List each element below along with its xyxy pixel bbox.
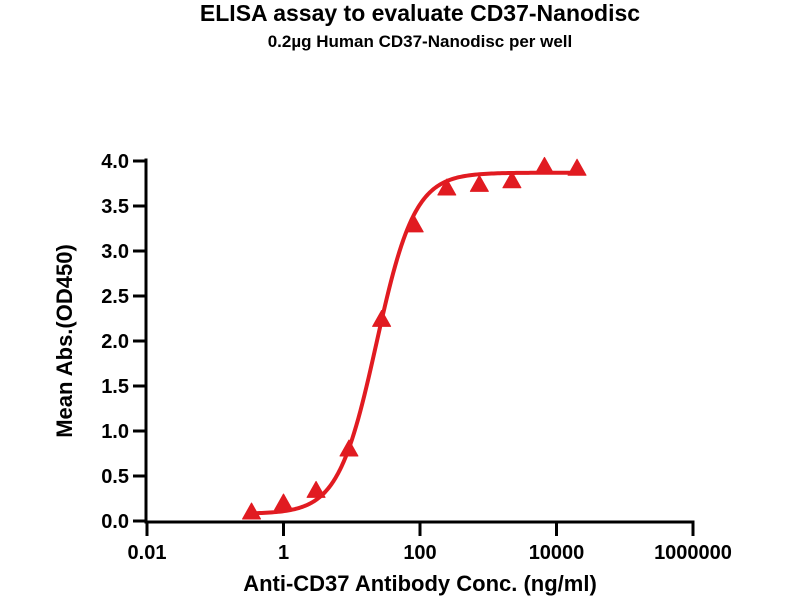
data-point-marker [242, 502, 262, 520]
chart-subtitle: 0.2µg Human CD37-Nanodisc per well [268, 32, 573, 51]
y-axis-ticks: 0.0 0.5 1.0 1.5 2.0 2.5 3.0 3.5 4.0 [101, 151, 145, 533]
y-tick-label: 1.0 [101, 421, 129, 443]
y-tick-label: 3.0 [101, 241, 129, 263]
x-tick-label: 1000000 [654, 542, 732, 564]
data-point-marker [534, 156, 554, 174]
data-point-marker [404, 215, 424, 233]
y-tick-label: 0.0 [101, 511, 129, 533]
x-tick-label: 10000 [529, 542, 585, 564]
x-axis-label: Anti-CD37 Antibody Conc. (ng/ml) [243, 571, 597, 596]
x-tick-label: 1 [278, 542, 289, 564]
data-point-marker [274, 493, 293, 511]
y-tick-label: 3.5 [101, 196, 129, 218]
data-point-marker [372, 309, 392, 327]
data-point-marker [306, 480, 326, 498]
y-axis-label: Mean Abs.(OD450) [52, 244, 77, 438]
y-tick-label: 2.5 [101, 286, 129, 308]
x-axis-ticks: 0.01 1 100 10000 1000000 [128, 523, 732, 564]
axes [144, 158, 695, 524]
data-point-marker [469, 174, 489, 192]
y-tick-label: 0.5 [101, 466, 129, 488]
data-point-marker [339, 439, 359, 457]
data-point-marker [502, 171, 522, 189]
data-point-marker [567, 158, 587, 176]
y-tick-label: 4.0 [101, 151, 129, 173]
x-tick-label: 0.01 [128, 542, 167, 564]
fit-curve-layer [249, 170, 582, 516]
data-point-layer [242, 156, 587, 520]
data-point-marker [437, 178, 457, 196]
y-tick-label: 1.5 [101, 376, 129, 398]
fit-curve-line [249, 170, 582, 516]
y-tick-label: 2.0 [101, 331, 129, 353]
x-tick-label: 100 [403, 542, 436, 564]
chart-title: ELISA assay to evaluate CD37-Nanodisc [200, 0, 640, 26]
